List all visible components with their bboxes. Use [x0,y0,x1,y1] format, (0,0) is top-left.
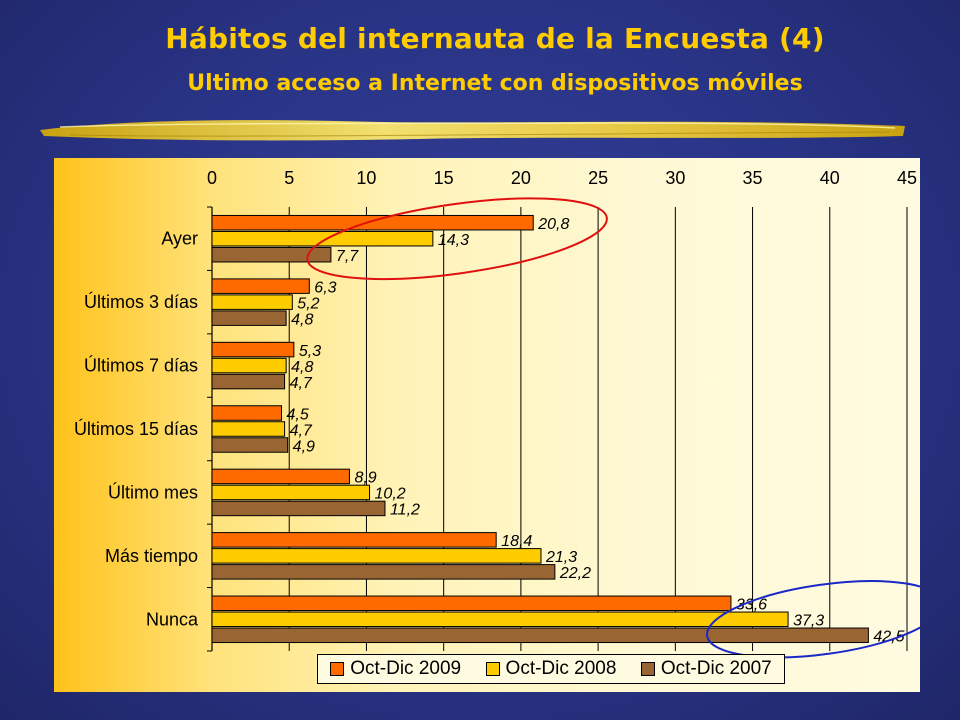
bar-0-1 [211,230,434,247]
bar-5-0 [211,532,497,548]
bar-4-0 [211,468,350,485]
bar-3-0 [211,405,282,421]
bar-3-2 [211,437,289,453]
bar-1-0 [211,278,310,294]
data-label-5-0: 18,4 [501,533,532,550]
x-tick-label-20: 20 [511,168,531,188]
category-label-5: Más tiempo [105,546,198,566]
legend-swatch-2008 [485,662,500,676]
bar-4-1 [211,484,371,501]
data-label-6-2: 42,5 [873,629,904,646]
category-label-0: Ayer [161,229,198,249]
x-tick-label-5: 5 [284,168,294,188]
data-label-0-2: 7,7 [336,248,359,265]
x-tick-label-45: 45 [897,168,917,188]
bar-2-2 [211,373,286,390]
x-tick-label-40: 40 [820,168,840,188]
legend-swatch-2009 [330,662,345,676]
bar-1-2 [211,310,287,326]
bar-chart: 0 5 10 15 20 25 30 35 40 45 Ayer 20,8 14,3 7,7 Últimos… [74,168,920,659]
data-label-0-0: 20,8 [537,216,569,233]
slide-subtitle: Ultimo acceso a Internet con dispositivo… [187,71,803,96]
bar-6-2 [211,627,869,644]
data-label-1-0: 6,3 [314,279,336,296]
legend-swatch-2007 [640,662,655,676]
bar-2-0 [211,341,295,358]
data-label-4-0: 8,9 [354,470,376,487]
legend-item-2009: Oct-Dic 2009 [330,658,461,680]
bar-1-1 [211,294,293,310]
legend-label-2009: Oct-Dic 2009 [350,658,462,679]
legend-item-2007: Oct-Dic 2007 [640,658,772,680]
x-tick-label-15: 15 [434,168,454,188]
legend-label-2008: Oct-Dic 2008 [505,658,617,679]
data-label-5-2: 22,2 [559,565,591,582]
category-label-4: Último mes [108,481,198,502]
data-label-5-1: 21,3 [545,549,577,566]
legend-item-2008: Oct-Dic 2008 [485,658,617,680]
bar-6-1 [211,611,789,628]
data-label-6-0: 33,6 [736,597,767,614]
category-label-2: Últimos 7 días [84,355,198,376]
data-label-3-2: 4,9 [293,438,315,455]
highlight-ellipse-nunca [705,580,920,659]
bar-5-2 [211,564,556,580]
data-label-3-1: 4,7 [290,422,313,439]
data-label-2-1: 4,8 [291,359,313,376]
data-label-4-2: 11,2 [390,502,420,519]
data-label-4-1: 10,2 [375,486,406,503]
x-tick-label-35: 35 [743,168,763,188]
x-tick-label-25: 25 [588,168,608,188]
chart-legend: Oct-Dic 2009 Oct-Dic 2008 Oct-Dic 2007 [317,654,785,684]
bar-5-1 [211,548,542,564]
category-label-3: Últimos 15 días [74,418,198,439]
category-label-1: Últimos 3 días [84,291,198,312]
category-label-6: Nunca [146,609,199,629]
data-label-6-1: 37,3 [793,613,824,630]
x-tick-label-10: 10 [356,168,376,188]
data-label-2-2: 4,7 [290,375,313,392]
bar-0-2 [211,246,332,263]
data-label-1-1: 5,2 [297,295,319,312]
bar-3-1 [211,421,286,437]
data-label-1-2: 4,8 [291,311,313,328]
bar-0-0 [211,214,534,231]
bar-4-2 [211,500,386,517]
data-label-0-1: 14,3 [438,232,469,249]
x-tick-label-0: 0 [207,168,217,188]
bar-2-1 [211,357,287,374]
slide-title: Hábitos del internauta de la Encuesta (4… [165,22,825,55]
bar-6-0 [211,595,732,612]
x-tick-label-30: 30 [665,168,685,188]
data-label-3-0: 4,5 [287,406,309,423]
highlight-ellipse-ayer [306,197,608,281]
data-label-2-0: 5,3 [299,343,321,360]
legend-label-2007: Oct-Dic 2007 [660,658,772,679]
brush-divider [40,120,905,141]
